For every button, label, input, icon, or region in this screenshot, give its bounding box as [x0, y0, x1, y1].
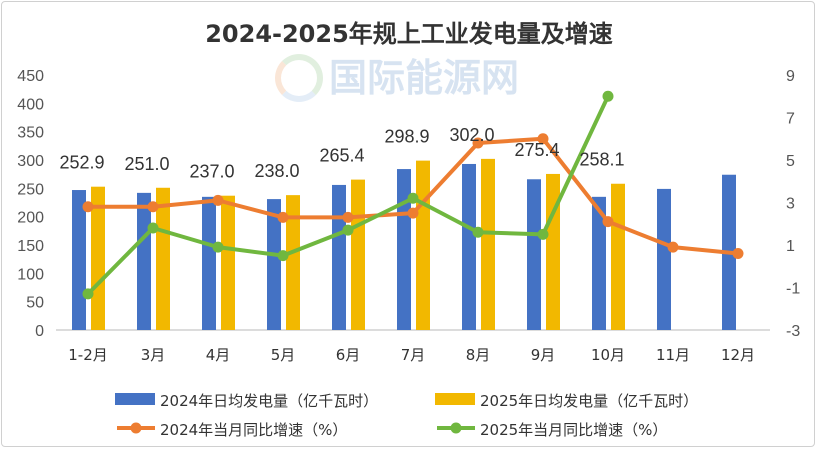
bar-2024 [657, 188, 671, 330]
line-point-2024 [667, 241, 679, 253]
left-axis-tick: 0 [35, 323, 44, 340]
legend-marker-2024 [130, 422, 142, 434]
left-axis-tick: 200 [17, 210, 44, 227]
right-axis-tick: 5 [786, 153, 795, 170]
bar-2024 [72, 190, 86, 330]
left-axis-tick: 350 [17, 125, 44, 142]
line-point-2024 [212, 194, 224, 206]
line-point-2024 [602, 216, 614, 228]
line-point-2025 [407, 192, 419, 204]
legend-label-2025-line: 2025年当月同比增速（%） [480, 421, 668, 439]
bar-2024 [137, 192, 151, 330]
left-axis-tick: 400 [17, 96, 44, 113]
line-point-2025 [537, 228, 549, 240]
left-axis-tick: 50 [26, 295, 44, 312]
left-axis-tick: 100 [17, 266, 44, 283]
right-axis-tick: -1 [786, 281, 800, 298]
left-axis-tick: 300 [17, 153, 44, 170]
x-axis-tick: 12月 [721, 346, 755, 364]
bar-2024 [592, 196, 606, 330]
data-label-2025: 251.0 [124, 154, 169, 174]
x-axis-tick: 7月 [401, 346, 426, 364]
line-point-2025 [147, 222, 159, 234]
bar-2025 [611, 183, 625, 330]
line-point-2024 [342, 211, 354, 223]
x-axis-tick: 8月 [466, 346, 491, 364]
data-label-2025: 275.4 [514, 140, 559, 160]
x-axis-tick: 11月 [656, 346, 690, 364]
legend-swatch-2025-bar [435, 393, 475, 405]
right-axis-tick: 1 [786, 238, 795, 255]
bar-2024 [527, 179, 541, 330]
bar-2024 [202, 196, 216, 330]
x-axis-tick: 5月 [271, 346, 296, 364]
line-point-2024 [472, 137, 484, 149]
watermark-logo-icon [275, 54, 323, 102]
line-point-2024 [732, 248, 744, 259]
bar-2024 [397, 169, 411, 330]
left-axis-tick: 250 [17, 181, 44, 198]
line-point-2025 [212, 241, 224, 253]
x-axis-tick: 9月 [531, 346, 556, 364]
chart-title: 2024-2025年规上工业发电量及增速 [205, 20, 613, 48]
left-axis-tick: 450 [17, 68, 44, 85]
line-point-2025 [277, 250, 289, 262]
bar-2024 [462, 163, 476, 330]
line-point-2025 [602, 90, 614, 102]
legend-marker-2025 [450, 422, 462, 434]
line-point-2024 [82, 201, 94, 213]
line-point-2025 [342, 224, 354, 236]
x-axis-tick: 1-2月 [68, 346, 108, 364]
data-label-2025: 258.1 [579, 150, 624, 170]
line-point-2024 [407, 207, 419, 219]
bar-2025 [91, 186, 105, 330]
bar-2025 [221, 195, 235, 330]
bar-2025 [546, 173, 560, 330]
watermark-text: 国际能源网 [329, 56, 520, 100]
legend-label-2025-bar: 2025年日均发电量（亿千瓦时） [480, 392, 699, 410]
x-axis-tick: 6月 [336, 346, 361, 364]
right-axis-tick: 3 [786, 196, 795, 213]
right-axis-tick: -3 [786, 323, 800, 340]
data-label-2025: 252.9 [59, 153, 104, 173]
bar-2025 [416, 160, 430, 330]
x-axis-tick: 3月 [141, 346, 166, 364]
left-axis-tick: 150 [17, 238, 44, 255]
data-label-2025: 302.0 [449, 125, 494, 145]
data-label-2025: 298.9 [384, 127, 429, 147]
right-axis-tick: 9 [786, 68, 795, 85]
bar-2025 [351, 179, 365, 330]
line-point-2024 [147, 201, 159, 213]
legend-swatch-2024-bar [115, 393, 155, 405]
bar-2024 [267, 199, 281, 330]
watermark: 国际能源网 [275, 54, 519, 102]
bar-2025 [286, 195, 300, 330]
line-point-2025 [472, 226, 484, 238]
line-point-2025 [82, 288, 94, 300]
legend-label-2024-bar: 2024年日均发电量（亿千瓦时） [160, 392, 379, 410]
bar-2025 [156, 187, 170, 330]
data-label-2025: 238.0 [254, 161, 299, 181]
x-axis-tick: 10月 [591, 346, 625, 364]
data-label-2025: 237.0 [189, 162, 234, 182]
bar-2025 [481, 158, 495, 330]
data-label-2025: 265.4 [319, 146, 364, 166]
bar-2024 [332, 184, 346, 330]
line-point-2024 [277, 211, 289, 223]
right-axis-tick: 7 [786, 111, 795, 128]
x-axis-tick: 4月 [206, 346, 231, 364]
line-point-2024 [537, 133, 549, 145]
legend-label-2024-line: 2024年当月同比增速（%） [160, 421, 348, 439]
